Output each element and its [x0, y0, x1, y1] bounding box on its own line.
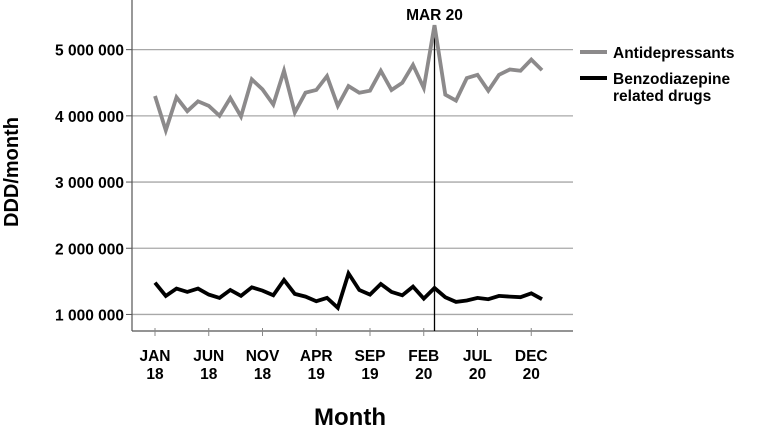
x-tick-label: JUL: [463, 348, 492, 365]
y-axis-title: DDD/month: [1, 117, 23, 227]
x-tick-label: DEC: [515, 348, 548, 365]
x-tick-label: 18: [200, 366, 218, 383]
annotation-label: MAR 20: [406, 7, 463, 24]
x-tick-label: 20: [415, 366, 432, 383]
antidepressants-series-line: [153, 24, 544, 137]
x-tick-label: 18: [254, 366, 272, 383]
legend-label: Antidepressants: [613, 45, 734, 62]
benzodiazepine-related-drugs-series-line: [153, 268, 543, 312]
x-tick-label: 19: [361, 366, 379, 383]
x-tick-label: 20: [523, 366, 540, 383]
x-axis-title: Month: [314, 404, 386, 427]
y-tick-label: 2 000 000: [55, 241, 124, 258]
y-tick-label: 4 000 000: [55, 109, 124, 126]
y-tick-label: 1 000 000: [55, 307, 124, 324]
annotation: MAR 20: [406, 7, 463, 331]
gridlines: [132, 49, 573, 316]
axes: [131, 0, 573, 332]
x-tick-label: NOV: [246, 348, 280, 365]
x-tick-label: JAN: [139, 348, 170, 365]
x-tick-label: SEP: [354, 348, 385, 365]
legend-label: Benzodiazepine: [613, 71, 731, 88]
y-axis-ticks: 1 000 000 2 000 000 3 000 000 4 000 000 5 00…: [55, 43, 132, 324]
x-tick-label: FEB: [408, 348, 439, 365]
x-tick-label: JUN: [193, 348, 224, 365]
series-lines: [153, 24, 544, 312]
x-tick-label: 19: [308, 366, 326, 383]
legend-label: related drugs: [613, 88, 711, 105]
y-tick-label: 5 000 000: [55, 43, 124, 60]
x-tick-label: APR: [300, 348, 333, 365]
x-tick-label: 18: [146, 366, 164, 383]
x-tick-label: 20: [469, 366, 486, 383]
y-tick-label: 3 000 000: [55, 175, 124, 192]
